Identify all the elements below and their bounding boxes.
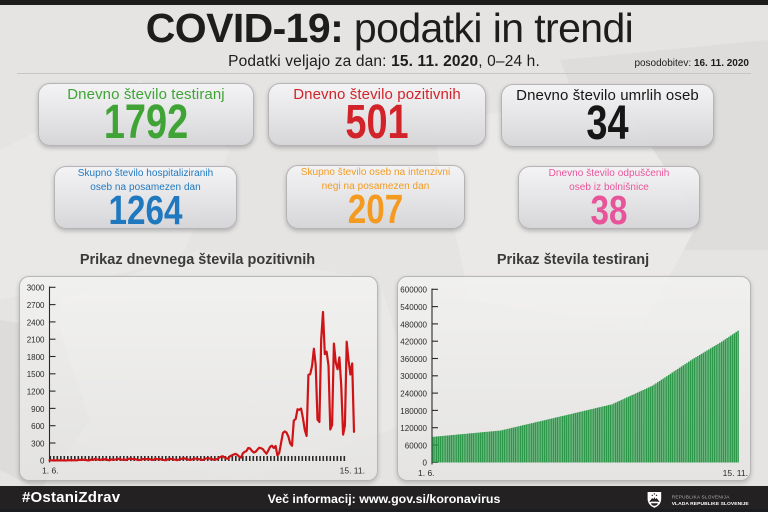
svg-text:1500: 1500 xyxy=(27,370,45,379)
svg-text:0: 0 xyxy=(40,457,45,466)
svg-text:120000: 120000 xyxy=(400,424,427,433)
svg-text:1. 6.: 1. 6. xyxy=(42,466,59,476)
svg-text:420000: 420000 xyxy=(400,338,427,347)
svg-text:600: 600 xyxy=(31,422,45,431)
svg-text:15. 11.: 15. 11. xyxy=(340,466,365,476)
svg-text:600000: 600000 xyxy=(400,286,427,295)
svg-text:540000: 540000 xyxy=(400,303,427,312)
svg-text:360000: 360000 xyxy=(400,355,427,364)
svg-text:2100: 2100 xyxy=(27,336,45,345)
svg-text:2700: 2700 xyxy=(27,301,45,310)
svg-text:480000: 480000 xyxy=(400,320,427,329)
svg-text:300000: 300000 xyxy=(400,372,427,381)
svg-text:REPUBLIKA SLOVENIJA: REPUBLIKA SLOVENIJA xyxy=(672,495,731,500)
svg-text:2400: 2400 xyxy=(27,318,45,327)
svg-text:1200: 1200 xyxy=(27,388,45,397)
svg-text:1800: 1800 xyxy=(27,353,45,362)
svg-text:240000: 240000 xyxy=(400,390,427,399)
svg-text:180000: 180000 xyxy=(400,407,427,416)
svg-text:VLADA REPUBLIKE SLOVENIJE: VLADA REPUBLIKE SLOVENIJE xyxy=(672,501,750,507)
svg-text:3000: 3000 xyxy=(27,284,45,293)
svg-text:300: 300 xyxy=(31,439,45,448)
svg-text:60000: 60000 xyxy=(405,441,428,450)
svg-text:900: 900 xyxy=(31,405,45,414)
svg-text:15. 11.: 15. 11. xyxy=(723,468,748,478)
svg-text:0: 0 xyxy=(423,459,428,468)
svg-text:1. 6.: 1. 6. xyxy=(418,468,435,478)
